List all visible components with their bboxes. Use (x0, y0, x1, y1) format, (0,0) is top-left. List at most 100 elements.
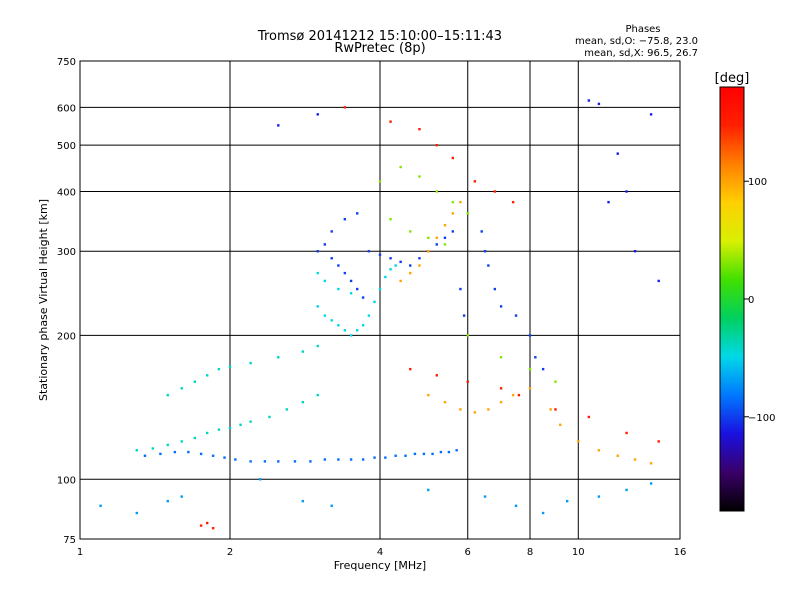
colorbar-tick-label: 0 (748, 295, 754, 306)
data-point (528, 334, 532, 337)
data-point (349, 458, 353, 461)
data-point (199, 524, 203, 527)
data-point (166, 393, 169, 397)
data-point (361, 324, 365, 327)
data-point (301, 400, 305, 404)
data-point (384, 456, 387, 459)
data-point (330, 257, 333, 260)
data-point (343, 106, 347, 109)
data-point (649, 113, 653, 116)
data-point (193, 436, 197, 440)
data-point (657, 440, 660, 443)
data-point (316, 271, 319, 275)
data-point (559, 423, 562, 427)
data-point (378, 180, 382, 183)
data-point (435, 143, 438, 147)
data-point (343, 271, 347, 275)
data-point (633, 458, 637, 461)
data-point (511, 200, 515, 204)
data-point (151, 447, 155, 450)
data-point (418, 127, 421, 131)
stats-line-x: mean, sd,X: 96.5, 26.7 (584, 48, 698, 59)
plot-frame (79, 60, 681, 540)
data-point (427, 236, 430, 240)
data-point (135, 449, 138, 452)
data-point (413, 452, 417, 456)
data-point (499, 356, 503, 359)
data-point (135, 511, 138, 515)
data-point (277, 356, 280, 359)
data-point (394, 454, 397, 457)
data-point (330, 230, 333, 233)
data-point (597, 449, 601, 452)
y-tick-labels: 75 100 200 300 400 500 600 750 (57, 57, 76, 546)
data-point (466, 380, 469, 383)
data-point (323, 243, 327, 246)
x-tick-label: 10 (572, 547, 585, 558)
data-point (473, 180, 477, 183)
data-point (466, 334, 469, 337)
x-tick-label: 1 (77, 547, 83, 558)
stats-title: Phases (625, 24, 660, 35)
data-point (418, 257, 421, 260)
data-point (455, 449, 458, 452)
data-point (487, 264, 490, 267)
x-tick-label: 8 (527, 547, 533, 558)
data-point (511, 393, 515, 397)
data-point (239, 423, 242, 427)
data-point (234, 458, 237, 461)
data-point (422, 452, 426, 456)
data-point (249, 420, 252, 423)
data-point (404, 454, 407, 457)
data-point (228, 426, 232, 430)
data-point (166, 499, 169, 503)
colorbar-ticks: 100 0 −100 (744, 177, 775, 424)
x-axis-label: Frequency [MHz] (334, 559, 426, 572)
data-point (394, 264, 397, 267)
data-points (99, 99, 660, 530)
data-point (625, 431, 628, 435)
y-tick-label: 75 (63, 535, 76, 546)
data-point (431, 452, 434, 456)
data-point (199, 452, 203, 456)
data-point (418, 175, 421, 178)
data-point (487, 408, 490, 411)
data-point (349, 292, 353, 295)
data-point (439, 450, 443, 454)
data-point (427, 488, 430, 492)
data-point (330, 319, 333, 322)
y-tick-label: 100 (57, 475, 76, 486)
data-point (384, 275, 387, 279)
data-point (451, 230, 455, 233)
y-tick-label: 400 (57, 187, 76, 198)
data-point (657, 279, 660, 283)
data-point (285, 408, 288, 411)
data-point (514, 504, 518, 508)
data-point (316, 113, 319, 116)
data-point (389, 218, 392, 221)
data-point (499, 400, 503, 404)
data-point (565, 499, 569, 503)
data-point (378, 253, 382, 256)
y-tick-label: 750 (57, 57, 76, 68)
data-point (373, 300, 376, 304)
data-point (355, 287, 359, 291)
chart-title-line1: Tromsø 20141212 15:10:00–15:11:43 (257, 29, 502, 44)
data-point (443, 400, 447, 404)
data-point (443, 224, 447, 227)
data-point (268, 415, 271, 419)
data-point (173, 450, 177, 454)
data-point (409, 367, 412, 371)
y-tick-label: 500 (57, 141, 76, 152)
y-tick-label: 300 (57, 247, 76, 258)
colorbar-tick-label: 100 (748, 177, 767, 188)
data-point (316, 393, 319, 397)
data-point (435, 374, 438, 377)
data-point (249, 460, 252, 463)
data-point (349, 334, 353, 337)
colorbar (719, 86, 745, 512)
data-point (597, 495, 601, 498)
y-axis-label: Stationary phase Virtual Height [km] (37, 199, 50, 401)
data-point (549, 408, 552, 411)
